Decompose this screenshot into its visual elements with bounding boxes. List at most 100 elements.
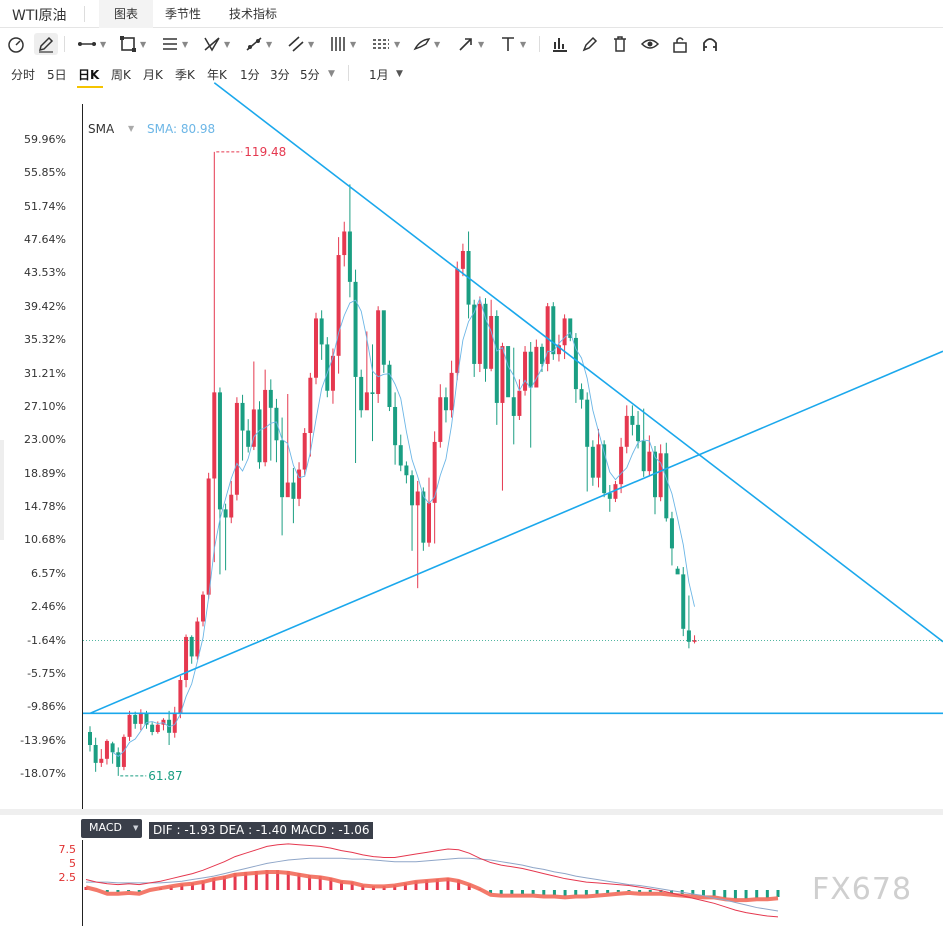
magnet-icon[interactable]: [700, 33, 720, 55]
y-tick-label: 2.46%: [31, 600, 66, 614]
candle: [268, 389, 273, 408]
candle: [438, 397, 443, 442]
candle: [472, 304, 477, 364]
y-tick-label: -5.75%: [27, 666, 66, 680]
sma-settings-caret[interactable]: ▼: [128, 124, 135, 133]
pencil-icon[interactable]: [34, 33, 58, 55]
candle: [263, 389, 268, 463]
sma-value: SMA: 80.98: [147, 122, 216, 136]
candle: [172, 713, 177, 733]
period-5-day[interactable]: 5日: [47, 68, 67, 82]
candle: [93, 744, 98, 763]
candle: [297, 469, 302, 499]
candle: [381, 310, 386, 365]
macd-settings-caret[interactable]: ▼: [133, 824, 139, 832]
trendline-icon[interactable]: ▼: [244, 33, 272, 55]
y-tick-label: 27.10%: [24, 399, 66, 413]
tab-technical-indicators[interactable]: 技术指标: [228, 7, 277, 21]
y-tick-label: 51.74%: [24, 199, 66, 213]
measure-icon[interactable]: ▼: [370, 33, 400, 55]
period-selector: 分时 5日 日K 周K 月K 季K 年K 1分 3分 5分 ▼ 1月 ▼: [0, 60, 943, 88]
candle: [528, 351, 533, 388]
y-tick-label: -9.86%: [27, 700, 66, 714]
candle: [681, 574, 686, 629]
period-1-month[interactable]: 1月: [369, 68, 389, 82]
y-tick-label: -1.64%: [27, 633, 66, 647]
period-daily[interactable]: 日K: [78, 68, 100, 82]
period-3-min[interactable]: 3分: [270, 68, 290, 82]
instrument-title: WTI原油: [12, 8, 67, 24]
tab-seasonality[interactable]: 季节性: [164, 7, 201, 21]
period-weekly[interactable]: 周K: [111, 68, 131, 82]
gann-fan-icon[interactable]: ▼: [328, 33, 356, 55]
candle: [545, 306, 550, 364]
horizontal-line-icon[interactable]: ▼: [76, 33, 106, 55]
period-5-min[interactable]: 5分: [300, 68, 320, 82]
candle: [410, 475, 415, 506]
candle: [302, 432, 307, 470]
candle: [127, 714, 132, 737]
sma-line: [112, 297, 695, 757]
candle: [330, 355, 335, 391]
text-icon[interactable]: ▼: [498, 33, 526, 55]
panel-divider[interactable]: [0, 809, 943, 815]
lock-icon[interactable]: [670, 33, 690, 55]
upper-trendline: [213, 82, 943, 643]
candle: [483, 303, 488, 369]
eye-icon[interactable]: [640, 33, 660, 55]
candle: [104, 740, 109, 759]
candle: [653, 451, 657, 498]
rectangle-icon[interactable]: ▼: [118, 33, 146, 55]
candle: [692, 640, 697, 642]
period-intraday[interactable]: 分时: [11, 68, 36, 82]
side-panel-handle[interactable]: [0, 440, 4, 540]
candle: [568, 318, 573, 338]
candle: [489, 315, 494, 369]
gauge-icon[interactable]: [6, 33, 26, 55]
bar-chart-icon[interactable]: [550, 33, 570, 55]
candle: [387, 364, 392, 407]
candle: [364, 392, 369, 411]
candle: [285, 482, 290, 498]
candle: [404, 465, 409, 476]
arrow-icon[interactable]: ▼: [456, 33, 484, 55]
y-tick-label: 35.32%: [24, 333, 66, 347]
more-periods-caret[interactable]: ▼: [328, 69, 335, 79]
candle: [353, 281, 358, 377]
dea-line: [86, 857, 779, 912]
candle: [636, 424, 641, 442]
candle: [596, 444, 601, 478]
divider: [64, 36, 65, 52]
period-1-min[interactable]: 1分: [240, 68, 260, 82]
candle: [251, 409, 256, 447]
candle: [234, 402, 239, 495]
period-yearly[interactable]: 年K: [207, 68, 227, 82]
candle: [511, 397, 516, 416]
y-axis-line: [82, 104, 83, 810]
candle: [393, 406, 398, 446]
candle: [641, 441, 646, 472]
trash-icon[interactable]: [610, 33, 630, 55]
candle: [675, 568, 680, 575]
dif-line: [85, 843, 779, 918]
high-annotation: 119.48: [244, 145, 286, 159]
lower-trendline: [89, 350, 943, 715]
period-quarterly[interactable]: 季K: [175, 68, 195, 82]
fib-icon[interactable]: ▼: [160, 33, 188, 55]
y-tick-label: 14.78%: [24, 500, 66, 514]
candle: [647, 451, 652, 472]
parallel-channel-icon[interactable]: ▼: [286, 33, 314, 55]
candle: [427, 502, 431, 543]
brush-icon[interactable]: ▼: [412, 33, 440, 55]
period-monthly[interactable]: 月K: [143, 68, 163, 82]
sma-indicator-label[interactable]: SMA: [88, 122, 115, 136]
candle: [477, 303, 482, 364]
macd-indicator-badge[interactable]: MACD: [81, 819, 142, 838]
chevron-down-icon[interactable]: ▼: [396, 69, 403, 79]
candle: [415, 491, 420, 506]
y-tick-label: 10.68%: [24, 533, 66, 547]
edit-icon[interactable]: [580, 33, 600, 55]
tab-chart[interactable]: 图表: [99, 0, 153, 28]
triangle-pattern-icon[interactable]: ▼: [202, 33, 230, 55]
